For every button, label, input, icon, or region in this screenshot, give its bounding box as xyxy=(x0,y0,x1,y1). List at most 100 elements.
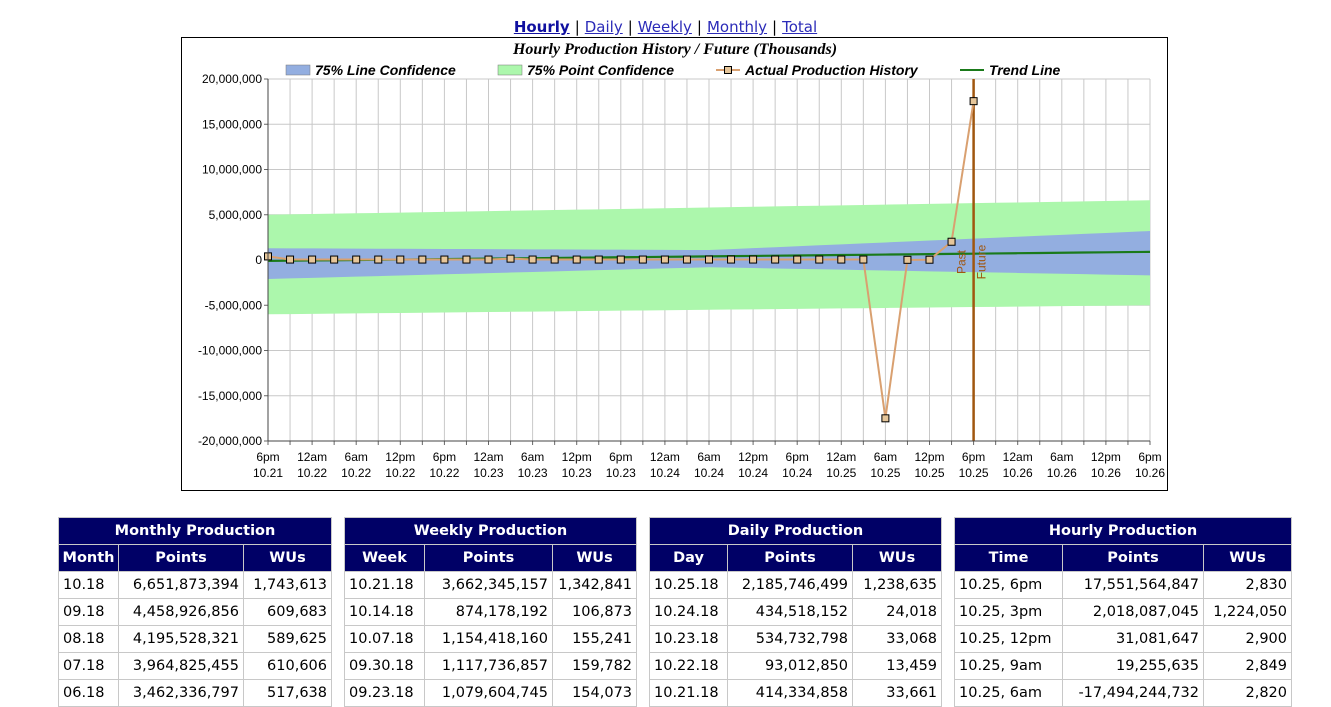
table-header-row: Month Points WUs xyxy=(58,544,332,572)
data-point xyxy=(572,255,581,264)
data-point xyxy=(771,255,780,264)
y-tick-label: 0 xyxy=(255,253,262,267)
data-point xyxy=(705,255,713,264)
table-row: 10.25, 12pm 31,081,647 2,900 xyxy=(954,625,1293,653)
table-cell: 159,782 xyxy=(551,652,638,680)
table-row: 10.18 6,651,873,394 1,743,613 xyxy=(58,571,332,599)
table-cell: 2,185,746,499 xyxy=(727,571,853,599)
table-cell: 10.21.18 xyxy=(344,571,425,599)
production-table: Daily Production Day Points WUs 10.25.18 2,18… xyxy=(648,517,943,707)
table-cell: 33,661 xyxy=(851,679,943,707)
column-header: Month xyxy=(58,544,119,572)
table-cell: 1,154,418,160 xyxy=(424,625,553,653)
legend-marker xyxy=(724,66,732,74)
table-cell: 534,732,798 xyxy=(727,625,853,653)
table-row: 10.07.18 1,154,418,160 155,241 xyxy=(344,625,638,653)
table-cell: 1,079,604,745 xyxy=(424,679,553,707)
x-tick-label: 12am 10.25 xyxy=(826,450,857,480)
table-cell: 1,224,050 xyxy=(1202,598,1293,626)
table-cell: 3,462,336,797 xyxy=(118,679,244,707)
table-title: Weekly Production xyxy=(343,517,638,545)
table-cell: 09.23.18 xyxy=(344,679,425,707)
nav-link[interactable]: Hourly xyxy=(513,18,570,36)
x-tick-label: 12am 10.24 xyxy=(649,450,680,480)
table-cell: 10.14.18 xyxy=(344,598,425,626)
table-cell: 10.22.18 xyxy=(649,652,728,680)
data-point xyxy=(616,255,625,264)
legend-label: Trend Line xyxy=(989,62,1061,78)
table-cell: 10.07.18 xyxy=(344,625,425,653)
period-nav: Hourly | Daily | Weekly | Monthly | Total xyxy=(0,18,1331,36)
data-point xyxy=(484,255,493,264)
nav-separator: | xyxy=(772,18,778,36)
table-cell: 106,873 xyxy=(551,598,638,626)
table-cell: 10.25.18 xyxy=(649,571,728,599)
table-cell: 10.21.18 xyxy=(649,679,728,707)
table-cell: 31,081,647 xyxy=(1062,625,1204,653)
table-cell: 2,018,087,045 xyxy=(1062,598,1204,626)
x-tick-label: 12pm 10.22 xyxy=(385,450,416,480)
data-point xyxy=(528,255,537,264)
production-table: Monthly Production Month Points WUs 10.18 6,6… xyxy=(58,517,332,707)
table-cell: 10.24.18 xyxy=(649,598,728,626)
x-tick-label: 12pm 10.25 xyxy=(914,450,945,480)
table-row: 10.21.18 414,334,858 33,661 xyxy=(649,679,943,707)
table-cell: 4,195,528,321 xyxy=(118,625,244,653)
table-header-row: Week Points WUs xyxy=(344,544,638,572)
data-point xyxy=(969,97,978,106)
table-cell: 93,012,850 xyxy=(727,652,853,680)
table-row: 10.25, 3pm 2,018,087,045 1,224,050 xyxy=(954,598,1293,626)
x-tick-label: 12am 10.22 xyxy=(297,450,328,480)
table-cell: 434,518,152 xyxy=(727,598,853,626)
column-header: Day xyxy=(649,544,728,572)
column-header: WUs xyxy=(243,544,332,572)
chart-title: Hourly Production History / Future (Thou… xyxy=(512,41,837,58)
table-cell: 10.25, 9am xyxy=(954,652,1063,680)
table-cell: 10.25, 3pm xyxy=(954,598,1063,626)
x-tick-label: 6am 10.26 xyxy=(1046,450,1077,480)
data-point xyxy=(925,255,934,264)
table-cell: 08.18 xyxy=(58,625,119,653)
x-tick-label: 6am 10.25 xyxy=(870,450,901,480)
table-cell: 4,458,926,856 xyxy=(118,598,244,626)
data-point xyxy=(374,255,383,264)
column-header: Time xyxy=(954,544,1063,572)
nav-link[interactable]: Monthly xyxy=(706,18,768,36)
table-row: 07.18 3,964,825,455 610,606 xyxy=(58,652,332,680)
nav-link[interactable]: Weekly xyxy=(637,18,692,36)
table-row: 10.24.18 434,518,152 24,018 xyxy=(649,598,943,626)
legend-label: 75% Point Confidence xyxy=(527,62,674,78)
nav-link[interactable]: Daily xyxy=(584,18,623,36)
data-point xyxy=(682,255,691,264)
x-tick-label: 12am 10.26 xyxy=(1002,450,1033,480)
production-table: Weekly Production Week Points WUs 10.21.18 3,… xyxy=(343,517,638,707)
y-tick-label: 15,000,000 xyxy=(202,117,262,131)
data-point xyxy=(286,255,295,264)
column-header: WUs xyxy=(851,544,943,572)
table-title: Hourly Production xyxy=(953,517,1293,545)
table-cell: 874,178,192 xyxy=(424,598,553,626)
table-cell: -17,494,244,732 xyxy=(1062,679,1204,707)
divider-label: Past xyxy=(955,249,969,274)
x-tick-label: 6am 10.22 xyxy=(341,450,372,480)
table-title-row: Monthly Production xyxy=(58,517,332,545)
data-point xyxy=(749,255,758,264)
table-title: Monthly Production xyxy=(58,517,332,545)
data-point xyxy=(727,255,736,264)
table-cell: 1,743,613 xyxy=(243,571,332,599)
table-row: 10.21.18 3,662,345,157 1,342,841 xyxy=(344,571,638,599)
table-cell: 10.18 xyxy=(58,571,119,599)
data-point xyxy=(550,255,559,264)
legend-swatch xyxy=(285,64,311,76)
table-row: 09.30.18 1,117,736,857 159,782 xyxy=(344,652,638,680)
x-tick-label: 6pm 10.22 xyxy=(429,450,460,480)
table-cell: 2,849 xyxy=(1202,652,1293,680)
x-tick-label: 12pm 10.24 xyxy=(738,450,769,480)
table-cell: 1,238,635 xyxy=(851,571,943,599)
table-cell: 19,255,635 xyxy=(1062,652,1204,680)
data-point xyxy=(793,255,802,264)
nav-link[interactable]: Total xyxy=(782,18,818,36)
column-header: Points xyxy=(424,544,553,572)
data-point xyxy=(859,255,868,264)
x-tick-label: 6am 10.23 xyxy=(517,450,548,480)
